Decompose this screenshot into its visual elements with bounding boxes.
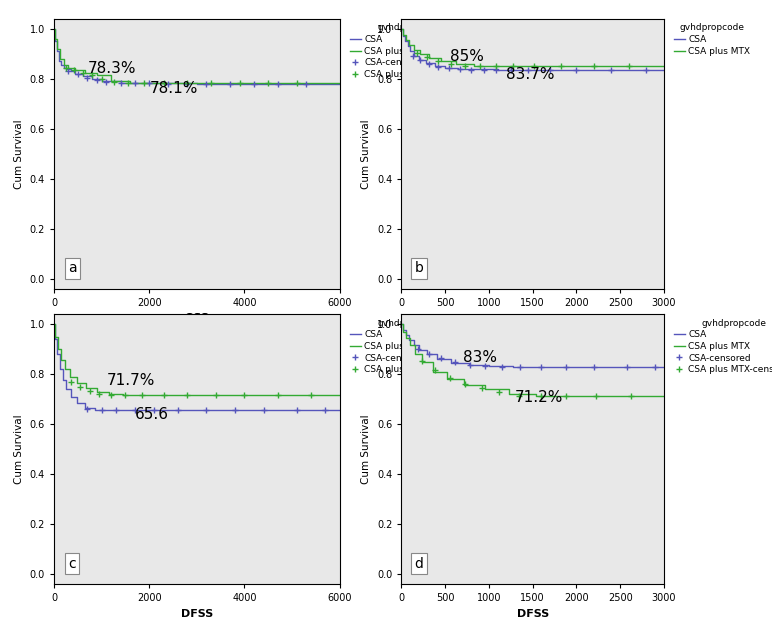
X-axis label: DFSS: DFSS bbox=[181, 609, 213, 619]
Text: c: c bbox=[69, 556, 76, 570]
Text: a: a bbox=[69, 261, 77, 275]
Text: 71.7%: 71.7% bbox=[107, 373, 154, 388]
Y-axis label: Cum Survival: Cum Survival bbox=[14, 119, 24, 188]
Text: 85%: 85% bbox=[449, 50, 483, 64]
Text: 65.6: 65.6 bbox=[135, 407, 169, 422]
Text: 78.3%: 78.3% bbox=[87, 60, 136, 75]
Text: 78.1%: 78.1% bbox=[149, 80, 198, 95]
X-axis label: oss: oss bbox=[522, 313, 543, 323]
Y-axis label: Cum Survival: Cum Survival bbox=[361, 414, 371, 484]
X-axis label: DFSS: DFSS bbox=[516, 609, 549, 619]
Text: 71.2%: 71.2% bbox=[515, 389, 564, 404]
Legend: CSA, CSA plus MTX: CSA, CSA plus MTX bbox=[674, 23, 750, 56]
Legend: CSA, CSA plus MTX, CSA-censored, CSA plus MTX-censored: CSA, CSA plus MTX, CSA-censored, CSA plu… bbox=[350, 23, 470, 79]
Y-axis label: Cum Survival: Cum Survival bbox=[14, 414, 24, 484]
Y-axis label: Cum Survival: Cum Survival bbox=[361, 119, 371, 188]
Legend: CSA, CSA plus MTX, CSA-censored, CSA plus MTX-censored: CSA, CSA plus MTX, CSA-censored, CSA plu… bbox=[674, 318, 772, 374]
Legend: CSA, CSA plus MTX, CSA-censored, CSA plus MTX-censored: CSA, CSA plus MTX, CSA-censored, CSA plu… bbox=[350, 318, 470, 374]
X-axis label: OSS: OSS bbox=[185, 313, 209, 323]
Text: 83.7%: 83.7% bbox=[506, 67, 555, 82]
Text: d: d bbox=[415, 556, 423, 570]
Text: 83%: 83% bbox=[462, 350, 496, 364]
Text: b: b bbox=[415, 261, 423, 275]
